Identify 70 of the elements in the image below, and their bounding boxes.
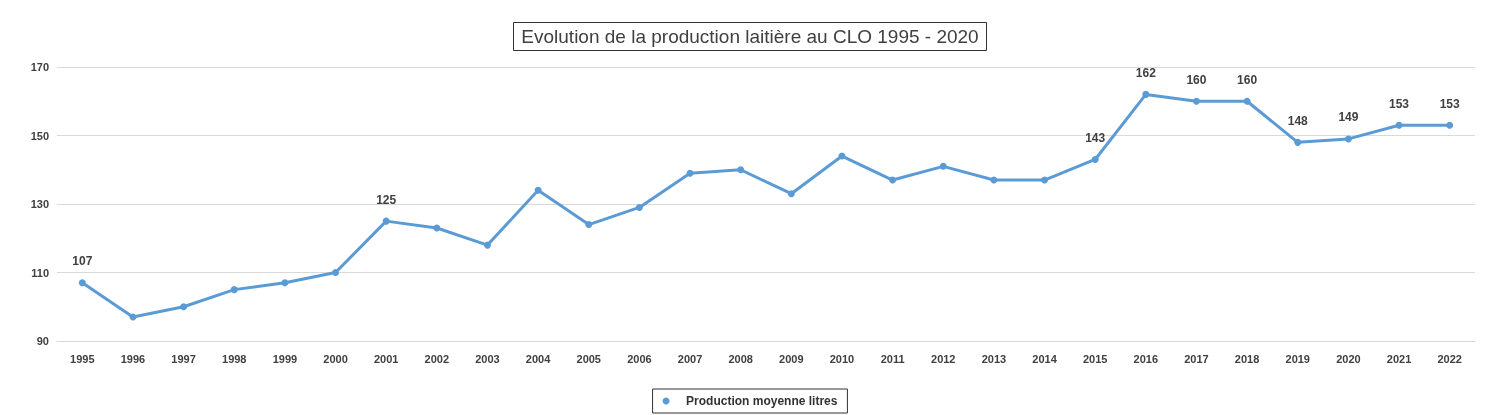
- point: [1344, 135, 1352, 143]
- x-tick-label: 2004: [525, 352, 552, 365]
- point: [787, 190, 795, 198]
- point: [230, 286, 238, 294]
- x-tick-label: 2009: [779, 352, 804, 365]
- point: [686, 169, 694, 177]
- x-tick-label: 2002: [424, 352, 450, 365]
- point: [1041, 176, 1049, 184]
- point: [939, 162, 947, 170]
- point: [332, 269, 340, 276]
- x-tick-label: 1997: [171, 352, 196, 365]
- point: [483, 241, 491, 249]
- legend-label: Production moyenne litres: [686, 394, 838, 408]
- x-tick-label: 2010: [829, 352, 855, 365]
- y-tick-label: 150: [30, 129, 49, 142]
- point: [534, 186, 542, 194]
- data-label: 125: [376, 192, 397, 207]
- x-tick-label: 2014: [1032, 352, 1058, 365]
- point: [585, 221, 593, 229]
- x-tick-label: 2019: [1285, 352, 1310, 365]
- data-label: 148: [1287, 113, 1309, 128]
- x-tick-label: 2008: [728, 352, 753, 365]
- x-tick-label: 2022: [1437, 352, 1462, 365]
- y-tick-label: 130: [30, 198, 49, 210]
- point: [737, 166, 745, 174]
- x-tick-label: 2001: [373, 352, 399, 365]
- y-tick-label: 110: [31, 266, 49, 279]
- point: [180, 303, 188, 311]
- x-tick-label: 1998: [222, 352, 247, 365]
- point: [1192, 97, 1200, 105]
- point: [1142, 90, 1150, 98]
- point: [635, 203, 643, 211]
- x-tick-label: 2013: [981, 352, 1007, 365]
- data-label: 160: [1237, 72, 1258, 87]
- x-tick-label: 2005: [576, 352, 601, 365]
- point: [889, 176, 897, 184]
- point: [1091, 155, 1099, 163]
- x-tick-label: 2021: [1386, 352, 1412, 365]
- data-label: 153: [1439, 96, 1461, 111]
- x-tick-label: 2007: [677, 352, 703, 365]
- x-tick-label: 2012: [931, 352, 956, 365]
- x-tick-label: 2011: [880, 352, 905, 365]
- x-tick-label: 2006: [627, 352, 652, 365]
- x-tick-label: 1995: [70, 352, 95, 365]
- data-label: 162: [1135, 65, 1157, 80]
- x-tick-label: 1996: [120, 352, 146, 365]
- data-label: 149: [1338, 110, 1359, 125]
- y-tick-label: 170: [30, 61, 49, 73]
- x-tick-label: 2018: [1234, 352, 1260, 365]
- point: [1243, 97, 1251, 105]
- point: [382, 217, 390, 225]
- y-tick-label: 90: [36, 335, 49, 347]
- data-label: 153: [1389, 96, 1410, 111]
- point: [1294, 138, 1302, 146]
- point: [1446, 121, 1454, 129]
- chart-title: Evolution de la production laitière au CLO 1995 - 2020: [521, 26, 979, 47]
- data-label: 160: [1186, 72, 1207, 87]
- data-label: 107: [72, 254, 93, 269]
- x-tick-label: 2016: [1133, 352, 1159, 365]
- point: [433, 224, 441, 232]
- point: [78, 279, 86, 287]
- x-tick-label: 2003: [475, 352, 500, 365]
- point: [1395, 121, 1403, 129]
- data-label: 143: [1085, 130, 1106, 145]
- x-tick-label: 2015: [1082, 352, 1108, 365]
- point: [281, 279, 289, 287]
- x-tick-label: 2020: [1336, 352, 1361, 365]
- x-tick-label: 1999: [272, 352, 298, 365]
- x-tick-label: 2000: [323, 352, 348, 365]
- x-tick-label: 2017: [1184, 352, 1209, 365]
